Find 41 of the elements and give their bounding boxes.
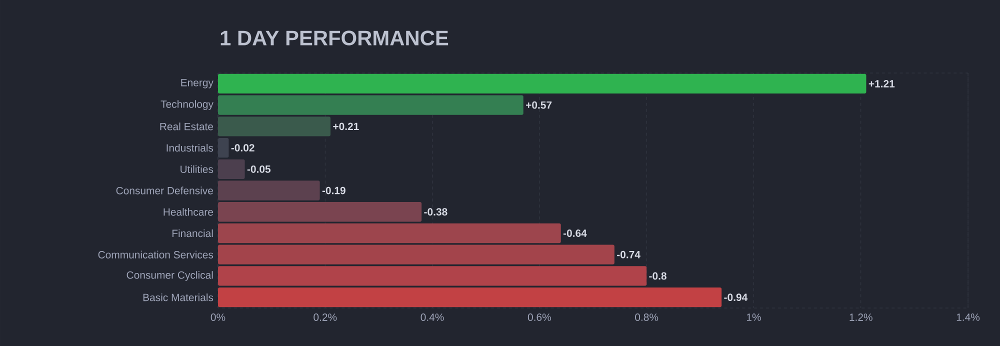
data-label: -0.74 <box>617 250 640 258</box>
x-tick-label: 0.6% <box>528 314 551 321</box>
y-tick-label: Energy <box>181 79 214 88</box>
y-tick-label: Real Estate <box>160 122 213 130</box>
y-tick-label: Financial <box>172 229 213 238</box>
y-tick-label: Communication Services <box>98 250 214 258</box>
y-tick-label: Consumer Defensive <box>116 186 213 194</box>
x-tick-label: 1.4% <box>956 314 980 321</box>
x-tick-label: 0.8% <box>635 314 658 321</box>
chart-title: 1 DAY PERFORMANCE <box>220 30 448 46</box>
y-tick-label: Healthcare <box>164 208 214 216</box>
y-tick-label: Basic Materials <box>143 293 214 302</box>
bar <box>218 159 245 179</box>
y-tick-label: Utilities <box>180 165 214 173</box>
data-label: -0.64 <box>563 230 587 237</box>
data-label: -0.05 <box>247 165 271 173</box>
data-label: -0.19 <box>322 186 346 194</box>
data-label: +1.21 <box>868 80 895 88</box>
bar <box>218 202 422 222</box>
y-tick-label: Industrials <box>166 144 214 152</box>
x-tick-label: 1.2% <box>850 314 872 321</box>
data-label: +0.21 <box>333 122 359 130</box>
data-label: -0.38 <box>424 208 448 216</box>
x-tick-label: 0.4% <box>420 314 444 321</box>
y-tick-label: Consumer Cyclical <box>126 271 213 281</box>
x-tick-label: 0.2% <box>314 314 337 321</box>
bar <box>218 95 524 115</box>
y-tick-label: Technology <box>160 100 214 110</box>
bar <box>218 116 331 136</box>
data-label: -0.94 <box>724 294 748 302</box>
bar <box>218 266 647 286</box>
bar <box>218 180 320 200</box>
bar <box>218 74 866 94</box>
x-tick-label: 1% <box>746 314 761 321</box>
x-tick-label: 0% <box>210 314 226 321</box>
bar <box>218 288 722 308</box>
data-label: +0.57 <box>526 101 552 109</box>
data-label: -0.8 <box>649 272 666 280</box>
bar <box>218 223 561 244</box>
bar <box>218 244 614 264</box>
data-label: -0.02 <box>231 144 254 152</box>
